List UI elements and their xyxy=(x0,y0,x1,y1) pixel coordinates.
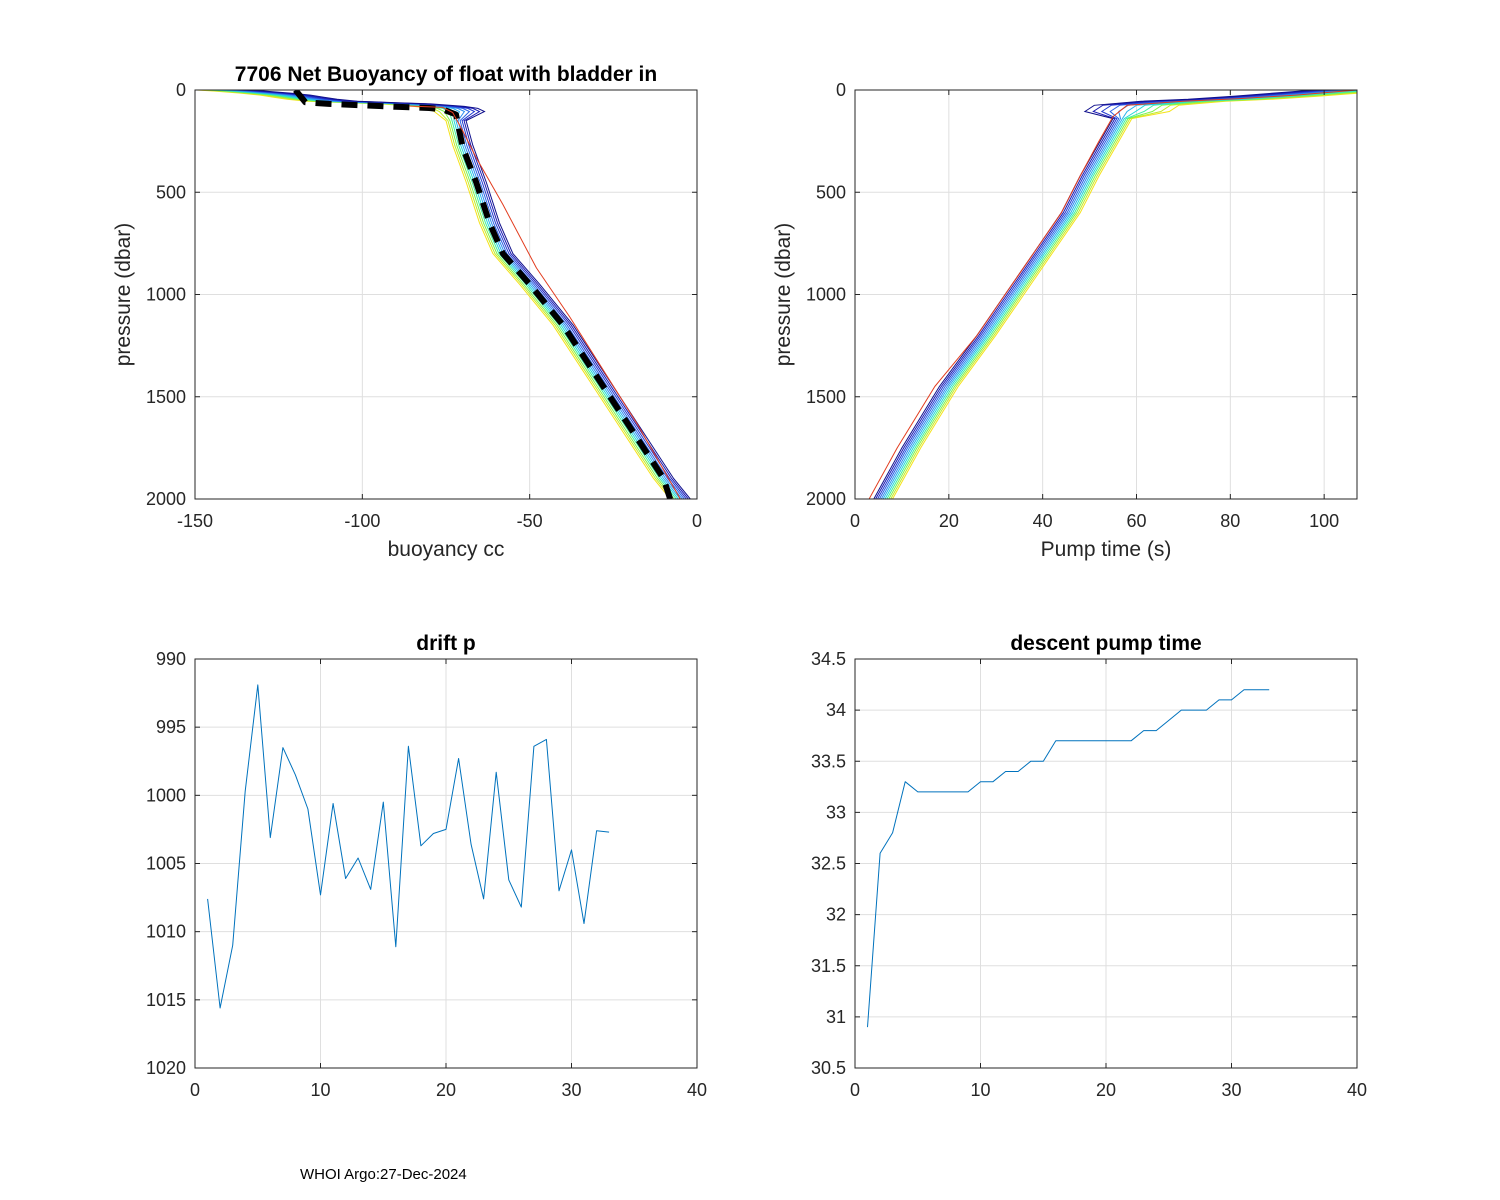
series-line xyxy=(409,105,681,499)
x-axis-label: Pump time (s) xyxy=(1041,538,1172,561)
y-tick-label: 33.5 xyxy=(811,751,846,771)
series-line xyxy=(867,689,1270,1028)
x-tick-label: 80 xyxy=(1220,511,1240,531)
x-tick-label: 20 xyxy=(436,1080,456,1100)
x-tick-label: -150 xyxy=(177,511,213,531)
y-axis-label: pressure (dbar) xyxy=(112,223,135,367)
x-tick-label: 0 xyxy=(190,1080,200,1100)
chart-title: drift p xyxy=(416,632,475,655)
y-tick-label: 1020 xyxy=(146,1058,186,1078)
x-tick-label: 40 xyxy=(1347,1080,1367,1100)
x-tick-label: -50 xyxy=(517,511,543,531)
y-tick-label: 34.5 xyxy=(811,649,846,669)
profile-line xyxy=(888,91,1357,499)
y-tick-label: 2000 xyxy=(806,489,846,509)
x-tick-label: 40 xyxy=(687,1080,707,1100)
profile-line xyxy=(246,90,691,499)
y-axis-label: pressure (dbar) xyxy=(772,223,795,367)
y-tick-label: 990 xyxy=(156,649,186,669)
profile-line xyxy=(880,90,1349,499)
x-tick-label: 0 xyxy=(850,1080,860,1100)
profile-line xyxy=(206,90,675,499)
profile-line xyxy=(873,90,1315,499)
y-tick-label: 1015 xyxy=(146,990,186,1010)
chart-title: descent pump time xyxy=(1010,632,1201,655)
x-tick-label: 30 xyxy=(1221,1080,1241,1100)
x-tick-label: 20 xyxy=(939,511,959,531)
y-tick-label: 1500 xyxy=(146,387,186,407)
plot-area xyxy=(196,90,691,499)
y-tick-label: 34 xyxy=(826,700,846,720)
descent-pump-time-panel: 0 10 20 30 40 30.5 31 31.5 32 32.5 33 33.5 34 34.5 des… xyxy=(811,632,1367,1100)
buoyancy-panel: -150 -100 -50 0 0 500 1000 1500 2000 buoyancy cc p… xyxy=(112,63,702,561)
profile-line xyxy=(890,92,1357,499)
x-tick-label: 30 xyxy=(561,1080,581,1100)
profile-line xyxy=(877,90,1332,499)
profile-line xyxy=(201,90,673,499)
series-line xyxy=(868,90,1357,499)
x-tick-label: -100 xyxy=(344,511,380,531)
y-tick-label: 31 xyxy=(826,1007,846,1027)
plot-area xyxy=(207,684,610,1009)
y-tick-label: 0 xyxy=(176,80,186,100)
profile-line xyxy=(236,90,687,499)
y-tick-label: 995 xyxy=(156,717,186,737)
y-tick-label: 0 xyxy=(836,80,846,100)
y-tick-label: 32.5 xyxy=(811,854,846,874)
series-line xyxy=(207,684,610,1009)
profile-line xyxy=(875,90,1324,499)
profile-line xyxy=(878,90,1341,499)
drift-p-panel: 0 10 20 30 4099099510001005101010151020drift… xyxy=(146,632,707,1100)
y-tick-label: 500 xyxy=(156,182,186,202)
y-tick-label: 1000 xyxy=(146,785,186,805)
chart-title: 7706 Net Buoyancy of float with bladder … xyxy=(235,63,657,86)
plot-area xyxy=(868,90,1357,499)
y-tick-label: 1005 xyxy=(146,854,186,874)
profile-line xyxy=(241,90,689,499)
y-tick-label: 2000 xyxy=(146,489,186,509)
footer-stamp: WHOI Argo:27-Dec-2024 xyxy=(300,1166,467,1183)
x-tick-label: 10 xyxy=(970,1080,990,1100)
x-axis-label: buoyancy cc xyxy=(388,538,505,561)
y-tick-label: 1000 xyxy=(146,285,186,305)
y-tick-label: 1000 xyxy=(806,285,846,305)
x-tick-label: 0 xyxy=(850,511,860,531)
series-line xyxy=(293,90,674,499)
y-tick-label: 33 xyxy=(826,802,846,822)
y-tick-label: 31.5 xyxy=(811,956,846,976)
x-tick-label: 10 xyxy=(310,1080,330,1100)
x-tick-label: 100 xyxy=(1309,511,1339,531)
y-tick-label: 1010 xyxy=(146,922,186,942)
y-tick-label: 30.5 xyxy=(811,1058,846,1078)
x-tick-label: 0 xyxy=(692,511,702,531)
profile-line xyxy=(886,90,1357,499)
x-tick-label: 60 xyxy=(1126,511,1146,531)
x-tick-label: 20 xyxy=(1096,1080,1116,1100)
plot-area xyxy=(867,689,1270,1028)
y-tick-label: 500 xyxy=(816,182,846,202)
profile-line xyxy=(892,92,1357,499)
y-tick-label: 32 xyxy=(826,905,846,925)
y-tick-label: 1500 xyxy=(806,387,846,407)
x-tick-label: 40 xyxy=(1033,511,1053,531)
